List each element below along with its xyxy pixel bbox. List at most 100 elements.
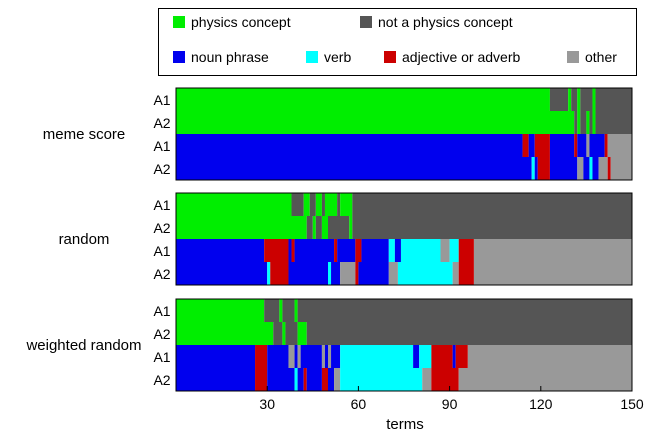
segment-P: [294, 299, 298, 322]
segment-noun: [294, 239, 335, 262]
segment-noun: [267, 368, 295, 391]
segment-other: [334, 368, 341, 391]
segment-adj: [574, 134, 578, 157]
segment-adj: [604, 134, 608, 157]
segment-adj: [431, 368, 459, 391]
segment-P: [349, 216, 353, 239]
panel-frame: [175, 192, 633, 286]
x-axis-label: terms: [386, 416, 424, 431]
legend-swatch: [360, 16, 372, 28]
segment-adj: [270, 262, 289, 285]
segment-N: [595, 88, 632, 111]
segment-noun: [176, 134, 523, 157]
segment-N: [264, 299, 280, 322]
segment-noun: [452, 345, 456, 368]
row-label: A2: [153, 266, 170, 282]
legend-label: adjective or adverb: [402, 49, 521, 65]
segment-noun: [394, 239, 401, 262]
segment-noun: [589, 134, 605, 157]
segment-P: [176, 322, 274, 345]
segment-noun: [358, 262, 389, 285]
segment-P: [176, 193, 292, 216]
segment-N: [580, 88, 593, 111]
segment-N: [337, 193, 341, 216]
segment-N: [595, 111, 632, 134]
segment-N: [273, 322, 283, 345]
segment-P: [312, 216, 316, 239]
segment-adj: [522, 134, 529, 157]
segment-noun: [176, 345, 256, 368]
segment-noun: [176, 157, 532, 180]
row-label: A2: [153, 372, 170, 388]
x-tick-label: 120: [529, 396, 553, 412]
segment-P: [568, 88, 572, 111]
segment-noun: [324, 345, 328, 368]
segment-noun: [549, 157, 578, 180]
segment-P: [321, 216, 328, 239]
segment-P: [279, 299, 283, 322]
segment-noun: [297, 368, 304, 391]
segment-N: [285, 322, 298, 345]
x-tick-label: 150: [620, 396, 644, 412]
segment-P: [297, 322, 307, 345]
segment-verb: [328, 262, 332, 285]
segment-noun: [328, 368, 335, 391]
segment-adj: [291, 239, 295, 262]
segment-verb: [340, 368, 423, 391]
segment-other: [473, 239, 632, 262]
panel: random A1 A2 A1 A2: [59, 192, 633, 286]
segment-adj: [321, 368, 328, 391]
panel-label: weighted random: [25, 337, 141, 354]
segment-P: [592, 88, 596, 111]
legend-label: not a physics concept: [378, 14, 513, 30]
segment-adj: [303, 368, 307, 391]
segment-N: [297, 299, 632, 322]
panel-frame: [175, 298, 633, 392]
segment-N: [321, 193, 325, 216]
segment-N: [549, 88, 569, 111]
segment-adj: [355, 239, 362, 262]
segment-P: [315, 193, 322, 216]
segment-P: [282, 322, 286, 345]
row-label: A1: [153, 197, 170, 213]
row-label: A1: [153, 303, 170, 319]
segment-noun: [331, 345, 341, 368]
segment-P: [340, 193, 353, 216]
segment-noun: [331, 262, 341, 285]
x-tick-label: 90: [442, 396, 458, 412]
legend-label: physics concept: [191, 14, 291, 30]
segment-P: [176, 88, 550, 111]
row-label: A2: [153, 326, 170, 342]
row-label: A1: [153, 243, 170, 259]
segment-P: [592, 111, 596, 134]
segment-verb: [267, 262, 271, 285]
segment-P: [586, 111, 590, 134]
row-label: A1: [153, 92, 170, 108]
segment-other: [340, 262, 356, 285]
segment-P: [577, 88, 581, 111]
legend-swatch: [384, 51, 396, 63]
legend-swatch: [306, 51, 318, 63]
segment-N: [580, 111, 587, 134]
segment-P: [324, 193, 338, 216]
segment-N: [291, 193, 304, 216]
segment-N: [352, 216, 632, 239]
legend-label: verb: [324, 49, 351, 65]
panel-label: random: [59, 231, 110, 248]
segment-other: [586, 134, 590, 157]
segment-other: [610, 157, 632, 180]
row-label: A2: [153, 220, 170, 236]
segment-adj: [255, 345, 268, 368]
segment-verb: [589, 157, 593, 180]
segment-adj: [537, 157, 550, 180]
segment-other: [467, 345, 632, 368]
segment-N: [306, 216, 313, 239]
panels: meme scoreA1A2A1A2randomA1A2A1A2weighted…: [25, 87, 633, 392]
segment-verb: [294, 368, 298, 391]
segment-noun: [306, 368, 322, 391]
segment-noun: [577, 134, 587, 157]
row-label: A1: [153, 138, 170, 154]
segment-noun: [583, 157, 590, 180]
segment-P: [176, 111, 575, 134]
segment-verb: [400, 239, 441, 262]
